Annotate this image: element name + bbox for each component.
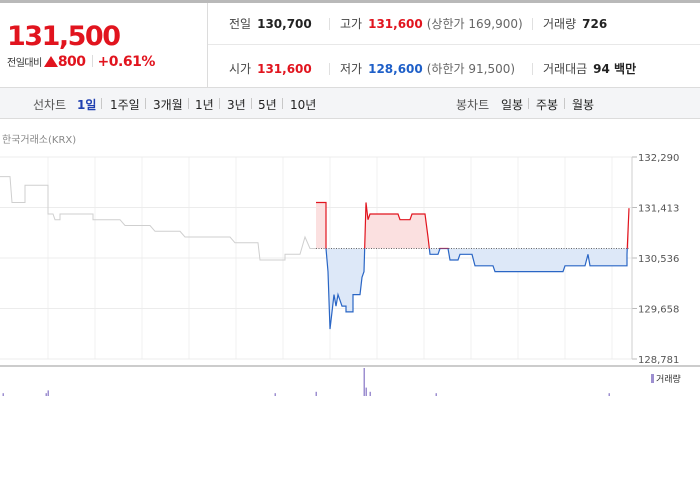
history-series [0,176,316,261]
volume-label: 거래량 [543,17,577,31]
y-tick-label: 128,781 [638,355,679,366]
upper-limit: (상한가 169,900) [426,17,523,31]
divider [251,98,252,109]
lower-limit: (하한가 91,500) [426,62,516,76]
volume: 거래량 726 [532,15,607,32]
price-box: 131,500 전일대비 800 +0.61% [0,3,208,87]
period-3y[interactable]: 3년 [227,98,246,112]
price-line-up [316,201,630,249]
line-chart-label: 선차트 [33,98,67,112]
quote-summary: 131,500 전일대비 800 +0.61% 전일 130,700 고가 131,60… [0,3,700,88]
divider [564,98,565,109]
period-1d[interactable]: 1일 [77,98,97,112]
divider [91,55,93,67]
volume-value: 726 [582,17,608,31]
row-divider [208,44,700,45]
volume-bar [274,393,276,396]
volume-bar [45,393,47,396]
candle-daily[interactable]: 일봉 [501,98,524,112]
prev-close-value: 130,700 [257,17,312,31]
volume-legend-label: 거래량 [656,375,681,385]
divider [532,18,533,30]
low-value: 128,600 [368,62,423,76]
change-amount: 800 [57,54,86,70]
change-label: 전일대비 [7,58,42,69]
prev-close: 전일 130,700 [229,15,312,32]
divider [528,98,529,109]
low-price: 저가 128,600 (하한가 91,500) [329,60,515,77]
volume-bar [435,393,437,396]
up-triangle-icon [43,56,58,67]
low-label: 저가 [340,62,363,76]
candle-chart-label: 봉차트 [456,98,490,112]
prev-close-label: 전일 [229,17,252,31]
volume-bar [363,368,365,396]
price-chart: 132,290 131,413 130,536 129,658 128,781 [0,153,700,396]
volume-legend: 거래량 [651,372,681,385]
period-1w[interactable]: 1주일 [110,98,140,112]
period-3m[interactable]: 3개월 [153,98,183,112]
candle-weekly[interactable]: 주봉 [536,98,559,112]
volume-bar [365,387,367,396]
chart-toolbar: 선차트 1일 1주일 3개월 1년 3년 5년 10년 봉차트 일봉 주봉 월봉 [0,88,700,119]
y-tick-label: 129,658 [638,305,679,316]
change-rate: +0.61% [97,54,156,70]
open-price: 시가 131,600 [229,60,312,77]
y-tick-label: 130,536 [638,254,679,265]
period-1y[interactable]: 1년 [195,98,214,112]
volume-bar [2,393,4,396]
volume-bar [369,391,371,396]
high-label: 고가 [340,17,363,31]
price-change: 전일대비 800 +0.61% [7,54,155,70]
y-tick-label: 132,290 [638,153,679,164]
open-label: 시가 [229,62,252,76]
price-line-down [325,248,628,330]
y-tick-label: 131,413 [638,204,679,215]
trade-amount: 거래대금 94 백만 [532,60,636,77]
volume-swatch [651,374,654,383]
current-price: 131,500 [7,21,121,52]
volume-bar [315,391,317,396]
area-below-baseline [316,248,629,330]
volume-bar [608,393,610,396]
divider [188,98,189,109]
period-5y[interactable]: 5년 [258,98,277,112]
divider [329,63,330,75]
amount-label: 거래대금 [543,62,588,76]
divider [219,98,220,109]
data-source: 한국거래소(KRX) [2,135,77,146]
amount-value: 94 백만 [593,62,637,76]
top-border [0,0,700,3]
divider [101,98,102,109]
open-value: 131,600 [257,62,312,76]
high-price: 고가 131,600 (상한가 169,900) [329,15,523,32]
period-10y[interactable]: 10년 [290,98,317,112]
divider [329,18,330,30]
divider [532,63,533,75]
divider [145,98,146,109]
divider [282,98,283,109]
candle-monthly[interactable]: 월봉 [572,98,595,112]
volume-bar [47,390,49,396]
high-value: 131,600 [368,17,423,31]
